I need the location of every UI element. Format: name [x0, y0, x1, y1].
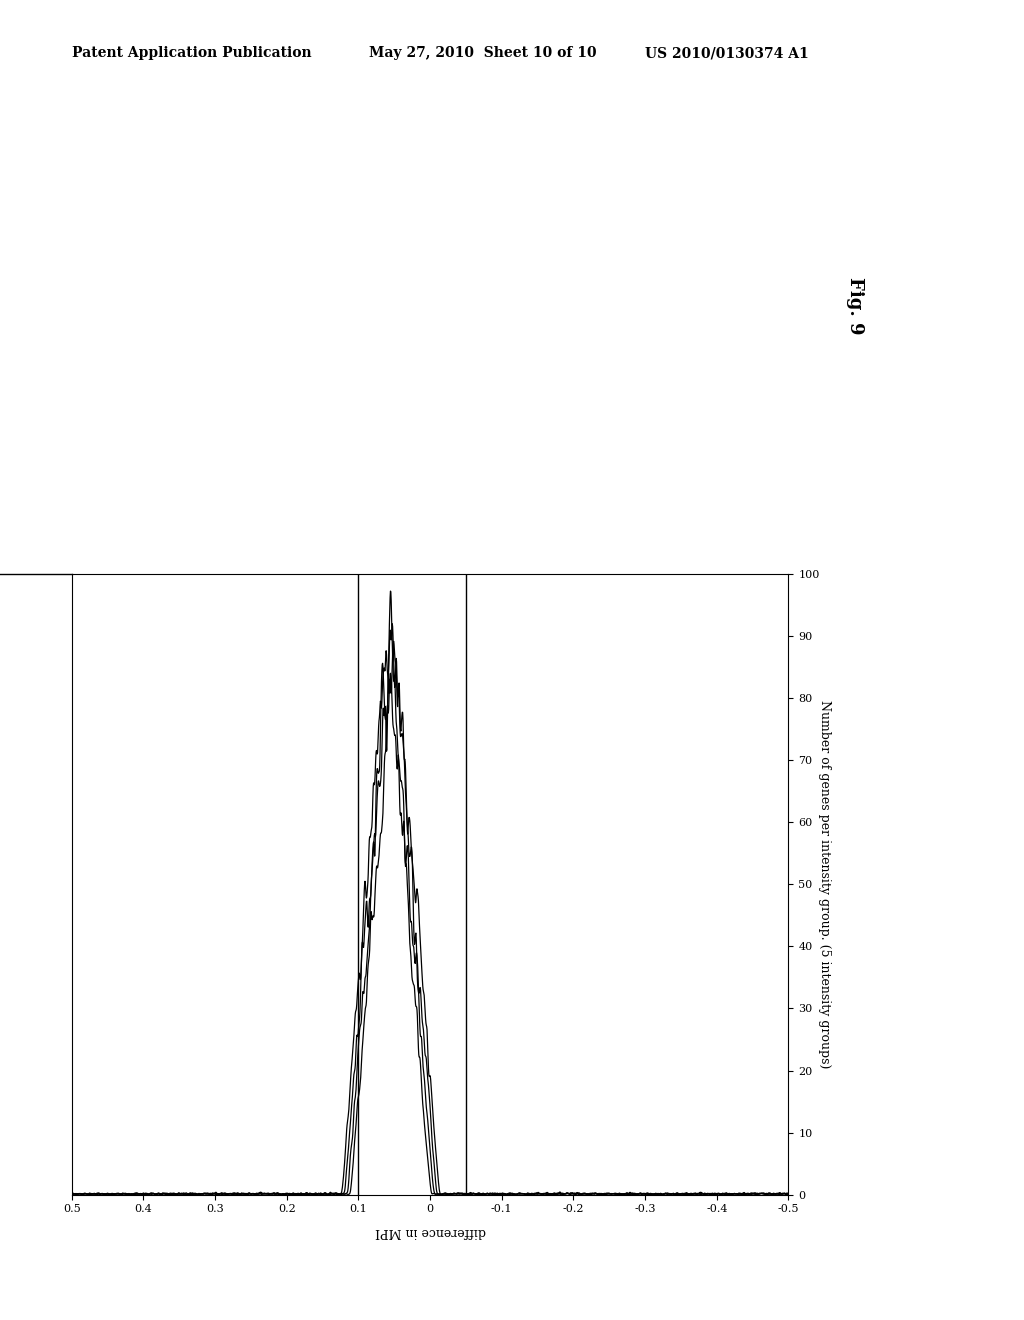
- Text: May 27, 2010  Sheet 10 of 10: May 27, 2010 Sheet 10 of 10: [369, 46, 596, 61]
- Text: Patent Application Publication: Patent Application Publication: [72, 46, 311, 61]
- Text: Fig. 9: Fig. 9: [846, 277, 864, 335]
- Text: US 2010/0130374 A1: US 2010/0130374 A1: [645, 46, 809, 61]
- Y-axis label: Number of genes per intensity group. (5 intensity groups): Number of genes per intensity group. (5 …: [818, 700, 830, 1069]
- X-axis label: difference in MPI: difference in MPI: [375, 1225, 485, 1238]
